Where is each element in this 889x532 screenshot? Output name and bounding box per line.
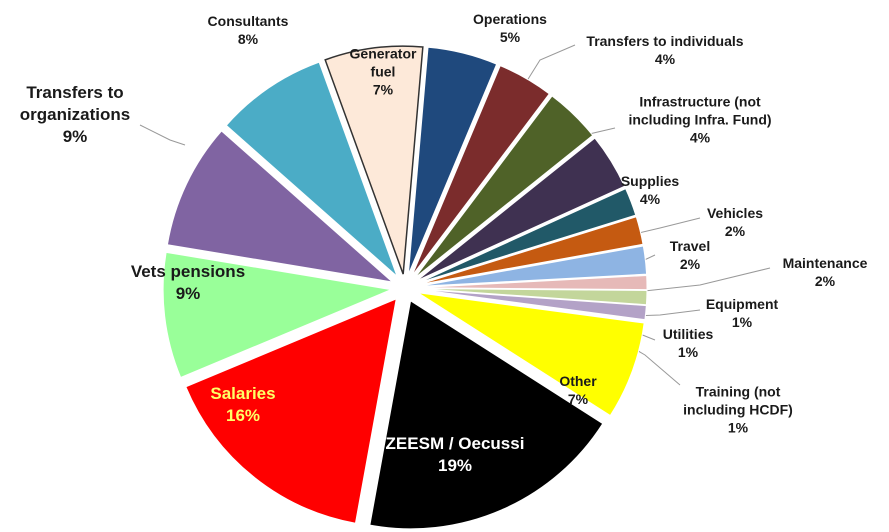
slice-name: Training (not including HCDF): [683, 383, 793, 418]
pie-slice: [418, 274, 648, 291]
slice-percent: 1%: [731, 314, 753, 330]
slice-label: Infrastructure (not including Infra. Fun…: [610, 93, 790, 148]
pie-slice: [417, 292, 645, 417]
slice-label: Generator fuel 7%: [338, 45, 428, 100]
slice-label: Vehicles 2%: [690, 204, 780, 240]
pie-slice: [418, 288, 647, 321]
slice-label: Consultants 8%: [193, 12, 303, 48]
pie-slice: [418, 245, 648, 287]
slice-name: Equipment: [705, 295, 779, 312]
slice-percent: 7%: [567, 391, 589, 407]
pie-slice: [225, 61, 398, 277]
pie-slice: [414, 95, 594, 279]
slice-percent: 1%: [677, 344, 699, 360]
slice-name: Salaries: [210, 383, 276, 403]
leader-line: [634, 267, 771, 293]
slice-name: Transfers to organizations: [19, 82, 131, 124]
pie-slice: [162, 251, 393, 379]
slice-percent: 4%: [639, 191, 661, 207]
slice-label: Transfers to organizations 9%: [0, 82, 150, 148]
pie-slice: [185, 298, 397, 524]
pie-slice: [369, 300, 604, 530]
slice-percent: 4%: [654, 51, 676, 67]
slice-percent: 1%: [727, 420, 749, 437]
slice-label: Maintenance 2%: [770, 254, 880, 290]
slice-percent: 9%: [175, 284, 201, 303]
pie-slice: [416, 137, 626, 282]
slice-name: Travel: [669, 237, 711, 254]
slice-name: Other: [559, 372, 597, 389]
slice-label: Travel 2%: [650, 237, 730, 273]
slice-name: ZEESM / Oecussi: [385, 433, 525, 453]
pie-slice: [407, 46, 498, 275]
slice-label: Utilities 1%: [648, 325, 728, 361]
pie-slice: [418, 288, 648, 306]
slice-name: Infrastructure (not including Infra. Fun…: [628, 93, 772, 128]
slice-label: Supplies 4%: [605, 172, 695, 208]
pie-slice: [166, 130, 394, 283]
slice-name: Generator fuel: [349, 45, 417, 80]
slice-name: Vehicles: [706, 204, 764, 221]
pie-slice: [417, 187, 637, 284]
slice-percent: 2%: [724, 223, 746, 239]
slice-percent: 2%: [814, 273, 836, 289]
slice-percent: 8%: [237, 31, 259, 47]
slice-label: Salaries 16%: [183, 383, 303, 427]
slice-name: Transfers to individuals: [586, 32, 744, 49]
slice-label: Other 7%: [543, 372, 613, 408]
slice-name: Operations: [473, 10, 547, 27]
slice-percent: 19%: [437, 456, 473, 475]
slice-percent: 7%: [372, 82, 394, 99]
slice-percent: 16%: [225, 406, 261, 425]
slice-label: ZEESM / Oecussi 19%: [375, 433, 535, 477]
pie-slice: [418, 216, 644, 286]
slice-percent: 2%: [679, 256, 701, 272]
slice-percent: 5%: [499, 29, 521, 45]
pie-slice: [411, 64, 550, 277]
slice-percent: 4%: [689, 130, 711, 147]
slice-label: Transfers to individuals 4%: [560, 32, 770, 68]
pie-slice: [324, 45, 424, 275]
slice-name: Consultants: [207, 12, 289, 29]
slice-name: Vets pensions: [130, 261, 246, 281]
leader-line: [139, 124, 186, 146]
slice-name: Maintenance: [782, 254, 868, 271]
slice-name: Supplies: [620, 172, 680, 189]
slice-percent: 9%: [62, 127, 88, 147]
slice-label: Vets pensions 9%: [123, 261, 253, 305]
slice-label: Training (not including HCDF) 1%: [673, 383, 803, 438]
slice-label: Equipment 1%: [692, 295, 792, 331]
slice-name: Utilities: [662, 325, 714, 342]
slice-label: Operations 5%: [450, 10, 570, 46]
